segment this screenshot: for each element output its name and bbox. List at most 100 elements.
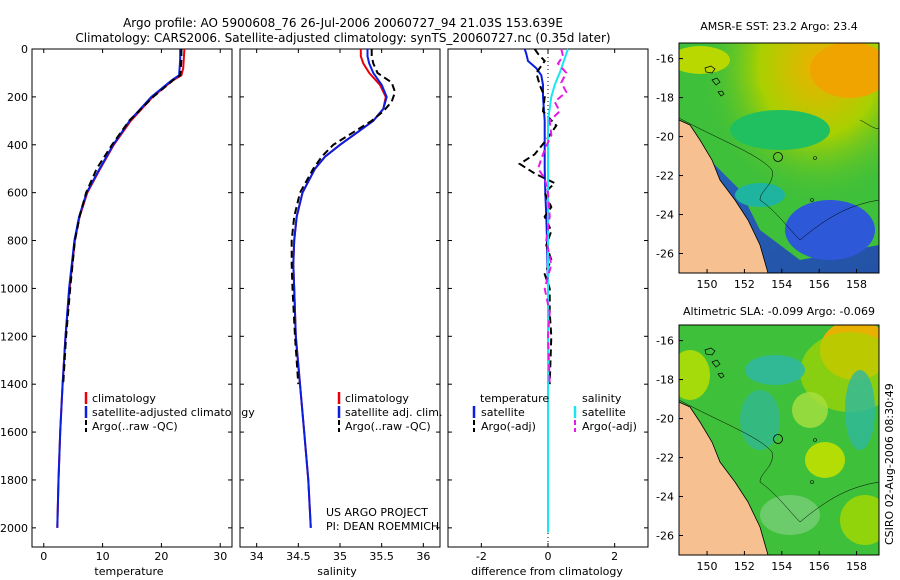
series-salinity-argo-adj- bbox=[536, 48, 568, 385]
x-tick-label: 20 bbox=[154, 550, 168, 563]
x-tick-label: -2 bbox=[476, 550, 487, 563]
x-tick-label: 10 bbox=[96, 550, 110, 563]
map-y-tick-label: -26 bbox=[656, 248, 674, 261]
map-y-tick-label: -20 bbox=[656, 131, 674, 144]
sst-mid-band bbox=[730, 110, 830, 150]
sla-map-frame bbox=[678, 324, 880, 556]
temperature-panel-frame bbox=[31, 48, 233, 548]
sst-coastline bbox=[679, 119, 769, 273]
map-y-tick-label: -20 bbox=[656, 413, 674, 426]
map-x-tick-label: 150 bbox=[697, 278, 718, 291]
sst-map-image bbox=[679, 43, 879, 273]
sla-reefs-north bbox=[704, 347, 725, 379]
map-y-tick-label: -16 bbox=[656, 335, 674, 348]
map-y-tick-label: -22 bbox=[656, 452, 674, 465]
sla-reef-3 bbox=[810, 480, 814, 484]
figure-title-line1: Argo profile: AO 5900608_76 26-Jul-2006 … bbox=[123, 16, 563, 30]
sla-map-axes: 150 152 154 156 158 -16 -18 -20 -22 -24 -26 bbox=[656, 335, 867, 573]
series-argo-raw-qc- bbox=[290, 49, 397, 385]
sst-map-frame bbox=[678, 42, 880, 274]
legend-sal-climatology-label: climatology bbox=[345, 392, 409, 405]
y-tick-label: 200 bbox=[7, 91, 28, 104]
temperature-legend: climatology satellite-adjusted climatolo… bbox=[84, 392, 255, 433]
sst-warm-core bbox=[810, 43, 879, 98]
map-y-tick-label: -26 bbox=[656, 530, 674, 543]
sla-reef-1 bbox=[773, 434, 783, 444]
legend-sal-argo-label: Argo(-adj) bbox=[582, 420, 637, 433]
y-tick-label: 1800 bbox=[0, 474, 28, 487]
y-tick-label: 2000 bbox=[0, 522, 28, 535]
x-tick-label: 36 bbox=[416, 550, 430, 563]
legend-temp-argo-label: Argo(-adj) bbox=[481, 420, 536, 433]
sst-reef-1 bbox=[773, 152, 783, 162]
sla-se-patch bbox=[840, 495, 879, 545]
map-x-tick-label: 156 bbox=[809, 278, 830, 291]
x-tick-label: 34 bbox=[250, 550, 264, 563]
salinity-legend: climatology satellite adj. clim. Argo(..… bbox=[337, 392, 442, 433]
figure-title-line2: Climatology: CARS2006. Satellite-adjuste… bbox=[75, 31, 610, 45]
x-tick-label: 0 bbox=[545, 550, 552, 563]
sla-high-south bbox=[805, 442, 845, 478]
legend-sal-sat-label: satellite bbox=[582, 406, 626, 419]
difference-xlabel: difference from climatology bbox=[471, 565, 623, 578]
salinity-panel-frame bbox=[239, 48, 441, 548]
x-tick-label: 35 bbox=[333, 550, 347, 563]
legend-temperature-header: temperature bbox=[480, 392, 549, 405]
map-x-tick-label: 152 bbox=[734, 278, 755, 291]
map-x-tick-label: 154 bbox=[771, 560, 792, 573]
y-tick-label: 1200 bbox=[0, 330, 28, 343]
x-tick-label: 35.5 bbox=[369, 550, 394, 563]
temperature-plot: 0 10 20 30 0 200 400 600 800 1000 1200 1400 1600 1800… bbox=[0, 43, 232, 563]
sst-reef-3 bbox=[810, 198, 814, 202]
legend-temp-satellite-label: satellite bbox=[481, 406, 525, 419]
map-y-tick-label: -24 bbox=[656, 209, 674, 222]
legend-climatology-label: climatology bbox=[92, 392, 156, 405]
series-temperature-argo-adj- bbox=[517, 48, 558, 385]
y-tick-label: 1600 bbox=[0, 426, 28, 439]
sst-map-axes: 150 152 154 156 158 -16 -18 -20 -22 -24 -26 bbox=[656, 53, 867, 291]
y-tick-label: 800 bbox=[7, 235, 28, 248]
sla-high-mid bbox=[792, 392, 828, 428]
sla-high-west bbox=[679, 350, 710, 400]
legend-sal-argo-label: Argo(..raw -QC) bbox=[345, 420, 431, 433]
y-tick-label: 600 bbox=[7, 187, 28, 200]
difference-plot: -2 0 2 bbox=[448, 48, 648, 563]
credit-line2: PI: DEAN ROEMMICH bbox=[326, 520, 439, 533]
sst-teal bbox=[735, 183, 785, 207]
x-tick-label: 2 bbox=[611, 550, 618, 563]
map-y-tick-label: -18 bbox=[656, 92, 674, 105]
sst-warm-west bbox=[679, 46, 730, 74]
sla-low-west bbox=[740, 390, 780, 450]
sla-coastline bbox=[679, 401, 769, 555]
legend-salinity-header: salinity bbox=[582, 392, 622, 405]
map-x-tick-label: 158 bbox=[846, 278, 867, 291]
series-satellite-adjusted-climatology bbox=[56, 49, 182, 528]
sst-map-title: AMSR-E SST: 23.2 Argo: 23.4 bbox=[700, 20, 858, 33]
salinity-plot: 34 34.5 35 35.5 36 bbox=[240, 48, 440, 563]
legend-argo-label: Argo(..raw -QC) bbox=[92, 420, 178, 433]
map-y-tick-label: -18 bbox=[656, 374, 674, 387]
sla-land bbox=[679, 402, 768, 555]
map-y-tick-label: -24 bbox=[656, 491, 674, 504]
series-argo-raw-qc- bbox=[62, 49, 183, 385]
map-y-tick-label: -22 bbox=[656, 170, 674, 183]
map-x-tick-label: 152 bbox=[734, 560, 755, 573]
map-y-tick-label: -16 bbox=[656, 53, 674, 66]
sst-reef-2 bbox=[813, 156, 817, 160]
sst-shelf-contour bbox=[679, 117, 879, 241]
x-tick-label: 30 bbox=[213, 550, 227, 563]
map-x-tick-label: 156 bbox=[809, 560, 830, 573]
sla-low-1 bbox=[745, 355, 805, 385]
y-tick-label: 0 bbox=[21, 43, 28, 56]
sla-south-patch bbox=[760, 495, 820, 535]
difference-legend: temperature satellite Argo(-adj) salinit… bbox=[472, 392, 637, 433]
side-timestamp: CSIRO 02-Aug-2006 08:30:49 bbox=[883, 383, 896, 545]
sla-map-image bbox=[679, 325, 879, 555]
x-tick-label: 34.5 bbox=[286, 550, 311, 563]
legend-satellite-label: satellite-adjusted climatology bbox=[92, 406, 255, 419]
y-tick-label: 1400 bbox=[0, 378, 28, 391]
sla-shelf-contour bbox=[679, 399, 879, 523]
map-x-tick-label: 154 bbox=[771, 278, 792, 291]
map-x-tick-label: 150 bbox=[697, 560, 718, 573]
